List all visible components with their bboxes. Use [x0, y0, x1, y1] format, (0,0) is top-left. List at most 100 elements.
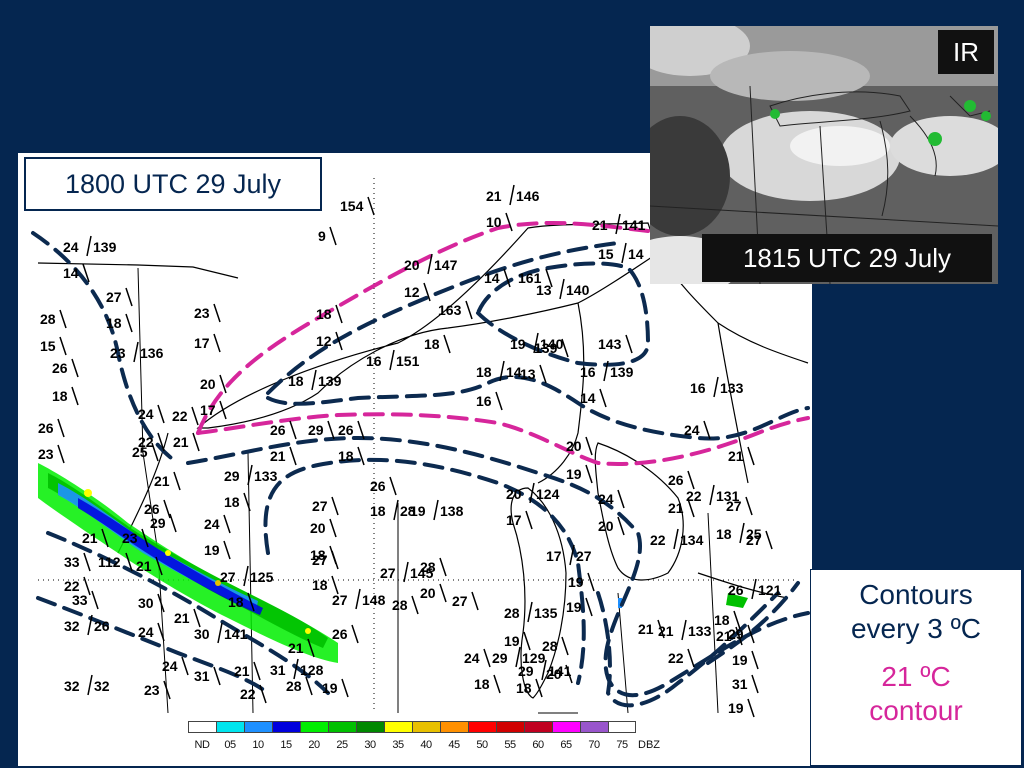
- wind-barb: [57, 444, 65, 464]
- station-temperature: 25: [132, 444, 148, 460]
- wind-barb: [217, 622, 223, 644]
- station-temperature: 112: [98, 554, 121, 570]
- station-temperature: 20: [506, 486, 522, 502]
- station-temperature: 23: [144, 682, 160, 698]
- station-temperature: 29: [728, 626, 744, 642]
- station-model: 31: [732, 674, 759, 694]
- wind-barb: [625, 334, 633, 354]
- station-model: 23: [38, 444, 65, 464]
- station-temperature: 19: [510, 336, 526, 352]
- station-model: 19: [322, 678, 349, 698]
- station-temperature: 31: [270, 662, 286, 678]
- station-model: 24: [684, 420, 711, 440]
- wind-barb: [305, 676, 313, 696]
- wind-barb: [59, 309, 67, 329]
- station-temperature: 13: [520, 366, 536, 382]
- wind-barb: [355, 588, 361, 610]
- station-model: 18 28: [370, 499, 416, 521]
- station-model: 33: [72, 590, 99, 610]
- wind-barb: [687, 498, 695, 518]
- wind-barb: [709, 484, 715, 506]
- wind-barb: [329, 518, 337, 538]
- wind-barb: [243, 492, 251, 512]
- station-model: 28: [286, 676, 313, 696]
- station-temperature: 18: [310, 547, 326, 563]
- wind-barb: [603, 360, 609, 382]
- color-scale-label: 55: [504, 739, 516, 751]
- wind-barb: [101, 528, 109, 548]
- station-model: 17 27: [546, 544, 592, 566]
- station-model: 31: [194, 666, 221, 686]
- wind-barb: [213, 303, 221, 323]
- station-model: 21: [154, 471, 181, 491]
- wind-barb: [733, 610, 741, 630]
- color-scale-label: 75: [616, 739, 628, 751]
- color-swatch: [188, 721, 216, 733]
- station-pressure: 151: [396, 353, 420, 369]
- wind-barb: [213, 666, 221, 686]
- station-model: 24: [138, 404, 165, 424]
- station-model: 139: [534, 338, 569, 358]
- station-temperature: 22: [686, 488, 702, 504]
- station-model: 24: [204, 514, 231, 534]
- station-model: 15: [40, 336, 67, 356]
- wind-barb: [83, 552, 91, 572]
- station-temperature: 30: [138, 595, 154, 611]
- station-model: 32 26: [64, 614, 110, 636]
- station-model: 14: [484, 268, 511, 288]
- station-model: 23: [194, 303, 221, 323]
- station-model: 27: [452, 591, 479, 611]
- station-model: 161: [518, 268, 553, 288]
- station-temperature: 26: [728, 582, 744, 598]
- station-pressure: 133: [720, 380, 744, 396]
- station-temperature: 19: [504, 633, 520, 649]
- station-model: 163: [438, 300, 473, 320]
- station-model: 21: [668, 498, 695, 518]
- station-temperature: 28: [286, 678, 302, 694]
- station-model: 9: [318, 226, 337, 246]
- wind-barb: [527, 601, 533, 623]
- station-model: 13 140: [536, 278, 590, 300]
- wind-barb: [747, 698, 755, 718]
- station-temperature: 21: [173, 434, 189, 450]
- station-pressure: 140: [540, 336, 564, 352]
- wind-barb: [751, 650, 759, 670]
- wind-barb: [311, 369, 317, 391]
- wind-barb: [439, 557, 447, 577]
- station-model: 12: [404, 282, 431, 302]
- wind-barb: [335, 331, 343, 351]
- wind-barb: [483, 648, 491, 668]
- station-temperature: 154: [340, 198, 364, 214]
- station-pressure: 133: [254, 468, 278, 484]
- station-temperature: 22: [650, 532, 666, 548]
- station-temperature: 22: [64, 578, 80, 594]
- wind-barb: [243, 565, 249, 587]
- wind-barb: [335, 304, 343, 324]
- color-scale-label: 65: [560, 739, 572, 751]
- color-scale-label: 45: [448, 739, 460, 751]
- station-pressure: 25: [746, 526, 762, 542]
- station-model: 27 125: [220, 565, 274, 587]
- wind-barb: [751, 674, 759, 694]
- contour-legend: Contours every 3 ºC 21 ºC contour: [810, 569, 1022, 766]
- color-swatch: [608, 721, 636, 733]
- station-temperature: 29: [224, 468, 240, 484]
- wind-barb: [509, 184, 515, 206]
- station-model: 23 136: [110, 341, 164, 363]
- wind-barb: [151, 442, 159, 462]
- station-temperature: 19: [410, 503, 426, 519]
- station-model: 28: [40, 309, 67, 329]
- station-temperature: 26: [332, 626, 348, 642]
- station-temperature: 16: [476, 393, 492, 409]
- station-model: 19: [732, 650, 759, 670]
- color-swatch: [412, 721, 440, 733]
- wind-barb: [71, 386, 79, 406]
- station-temperature: 29: [518, 663, 534, 679]
- station-model: 29: [308, 420, 335, 440]
- station-temperature: 18: [106, 315, 122, 331]
- station-temperature: 18: [714, 612, 730, 628]
- station-temperature: 20: [200, 376, 216, 392]
- station-temperature: 18: [316, 306, 332, 322]
- station-pressure: 141: [548, 663, 572, 679]
- wind-barb: [599, 388, 607, 408]
